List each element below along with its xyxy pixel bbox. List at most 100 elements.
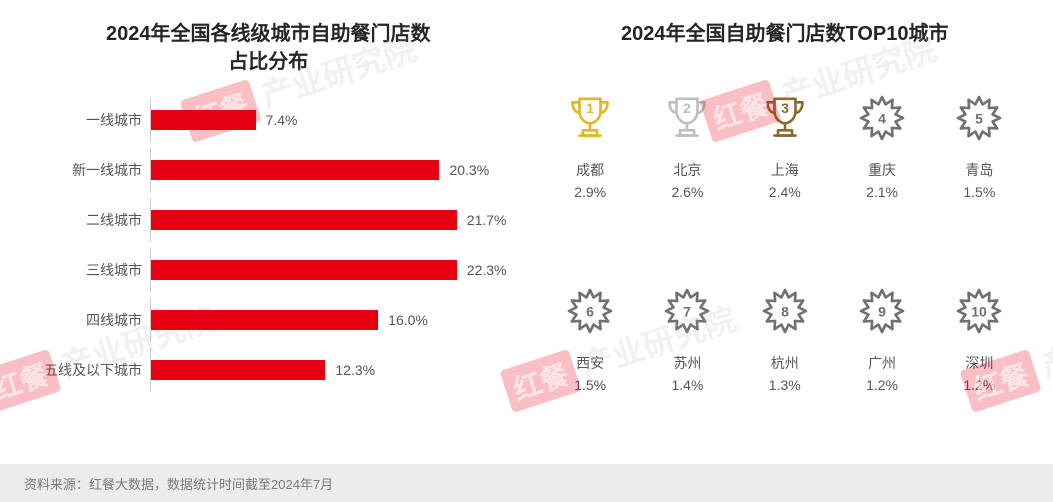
bar-chart: 一线城市 7.4% 新一线城市 20.3% 二线城市 21.7% 三线城市22.3% 四线城市… <box>30 106 507 384</box>
bar-row-label: 新一线城市 <box>40 160 150 180</box>
axis-line <box>150 198 151 242</box>
city-tier-distribution-chart: 2024年全国各线级城市自助餐门店数 占比分布 一线城市 7.4% 新一线城市 20.… <box>30 20 507 454</box>
bar-value: 20.3% <box>449 162 489 178</box>
badge-icon-slot: 4 <box>852 88 912 148</box>
rank-grid: 1 成都 2.9% 2 北京 2.6% 3 上海 2.4% 4 重庆 2.1% 5 青岛… <box>547 78 1024 454</box>
rank-city: 苏州 <box>673 353 701 373</box>
bar-value: 7.4% <box>266 112 298 128</box>
rank-city: 西安 <box>576 353 604 373</box>
rank-item: 4 重庆 2.1% <box>838 88 925 251</box>
trophy-icon: 1 <box>562 90 618 146</box>
bar-row: 三线城市22.3% <box>40 256 507 284</box>
bar-row: 二线城市 21.7% <box>40 206 507 234</box>
badge-icon-slot: 7 <box>657 281 717 341</box>
badge-icon-slot: 8 <box>755 281 815 341</box>
rank-item: 7 苏州 1.4% <box>644 281 731 444</box>
bar-track: 7.4% <box>150 110 507 130</box>
axis-line <box>150 98 151 142</box>
rank-pct: 1.3% <box>769 377 801 393</box>
svg-text:8: 8 <box>781 303 789 319</box>
bar-value: 22.3% <box>467 262 507 278</box>
bar <box>150 360 325 380</box>
bar-track: 21.7% <box>150 210 507 230</box>
bar-row: 五线及以下城市 12.3% <box>40 356 507 384</box>
bar-row-label: 一线城市 <box>40 110 150 130</box>
badge-icon: 9 <box>854 283 910 339</box>
rank-item: 10 深圳 1.2% <box>936 281 1023 444</box>
bar <box>150 310 378 330</box>
svg-text:6: 6 <box>586 303 594 319</box>
rank-city: 上海 <box>771 160 799 180</box>
bar <box>150 110 256 130</box>
rank-item: 9 广州 1.2% <box>838 281 925 444</box>
badge-icon: 10 <box>951 283 1007 339</box>
badge-icon: 7 <box>659 283 715 339</box>
bar-value: 21.7% <box>467 212 507 228</box>
bar-track: 22.3% <box>150 260 507 280</box>
bar <box>150 210 457 230</box>
bar-row: 一线城市 7.4% <box>40 106 507 134</box>
rank-item: 1 成都 2.9% <box>547 88 634 251</box>
badge-icon-slot: 10 <box>949 281 1009 341</box>
badge-icon-slot: 5 <box>949 88 1009 148</box>
svg-text:9: 9 <box>878 303 886 319</box>
badge-icon: 5 <box>951 90 1007 146</box>
top10-cities-ranking: 2024年全国自助餐门店数TOP10城市 1 成都2.9% 2 北京2.6% <box>547 20 1024 454</box>
bar-row: 新一线城市 20.3% <box>40 156 507 184</box>
left-title: 2024年全国各线级城市自助餐门店数 占比分布 <box>30 20 507 76</box>
rank-city: 成都 <box>576 160 604 180</box>
trophy-icon-slot: 1 <box>560 88 620 148</box>
svg-text:1: 1 <box>586 100 594 116</box>
bar-track: 20.3% <box>150 160 507 180</box>
bar <box>150 260 457 280</box>
rank-city: 重庆 <box>868 160 896 180</box>
rank-pct: 1.2% <box>866 377 898 393</box>
axis-line <box>150 248 151 292</box>
bar-row-label: 四线城市 <box>40 310 150 330</box>
rank-pct: 1.4% <box>671 377 703 393</box>
rank-item: 8 杭州 1.3% <box>741 281 828 444</box>
bar-value: 16.0% <box>388 312 428 328</box>
trophy-icon: 3 <box>757 90 813 146</box>
badge-icon: 6 <box>562 283 618 339</box>
bar-row-label: 二线城市 <box>40 210 150 230</box>
rank-pct: 2.4% <box>769 184 801 200</box>
bar <box>150 160 439 180</box>
svg-text:4: 4 <box>878 110 886 126</box>
bar-track: 12.3% <box>150 360 507 380</box>
trophy-icon-slot: 3 <box>755 88 815 148</box>
badge-icon-slot: 9 <box>852 281 912 341</box>
trophy-icon: 2 <box>659 90 715 146</box>
footer-text: 资料来源：红餐大数据，数据统计时间截至2024年7月 <box>24 474 333 493</box>
trophy-icon-slot: 2 <box>657 88 717 148</box>
svg-text:5: 5 <box>975 110 983 126</box>
rank-city: 北京 <box>673 160 701 180</box>
rank-pct: 2.6% <box>671 184 703 200</box>
rank-city: 杭州 <box>771 353 799 373</box>
rank-pct: 1.5% <box>574 377 606 393</box>
rank-item: 3 上海 2.4% <box>741 88 828 251</box>
rank-pct: 2.9% <box>574 184 606 200</box>
axis-line <box>150 298 151 342</box>
bar-track: 16.0% <box>150 310 507 330</box>
rank-pct: 1.2% <box>963 377 995 393</box>
bar-row: 四线城市 16.0% <box>40 306 507 334</box>
svg-text:2: 2 <box>684 100 692 116</box>
footer-source: 资料来源：红餐大数据，数据统计时间截至2024年7月 <box>0 464 1053 502</box>
bar-row-label: 五线及以下城市 <box>40 360 150 380</box>
rank-pct: 2.1% <box>866 184 898 200</box>
svg-text:3: 3 <box>781 100 789 116</box>
rank-city: 广州 <box>868 353 896 373</box>
rank-item: 5 青岛 1.5% <box>936 88 1023 251</box>
rank-item: 6 西安 1.5% <box>547 281 634 444</box>
rank-city: 青岛 <box>965 160 993 180</box>
badge-icon: 4 <box>854 90 910 146</box>
rank-city: 深圳 <box>965 353 993 373</box>
svg-text:7: 7 <box>684 303 692 319</box>
axis-line <box>150 348 151 392</box>
badge-icon: 8 <box>757 283 813 339</box>
rank-pct: 1.5% <box>963 184 995 200</box>
bar-value: 12.3% <box>335 362 375 378</box>
axis-line <box>150 148 151 192</box>
svg-text:10: 10 <box>972 303 988 319</box>
